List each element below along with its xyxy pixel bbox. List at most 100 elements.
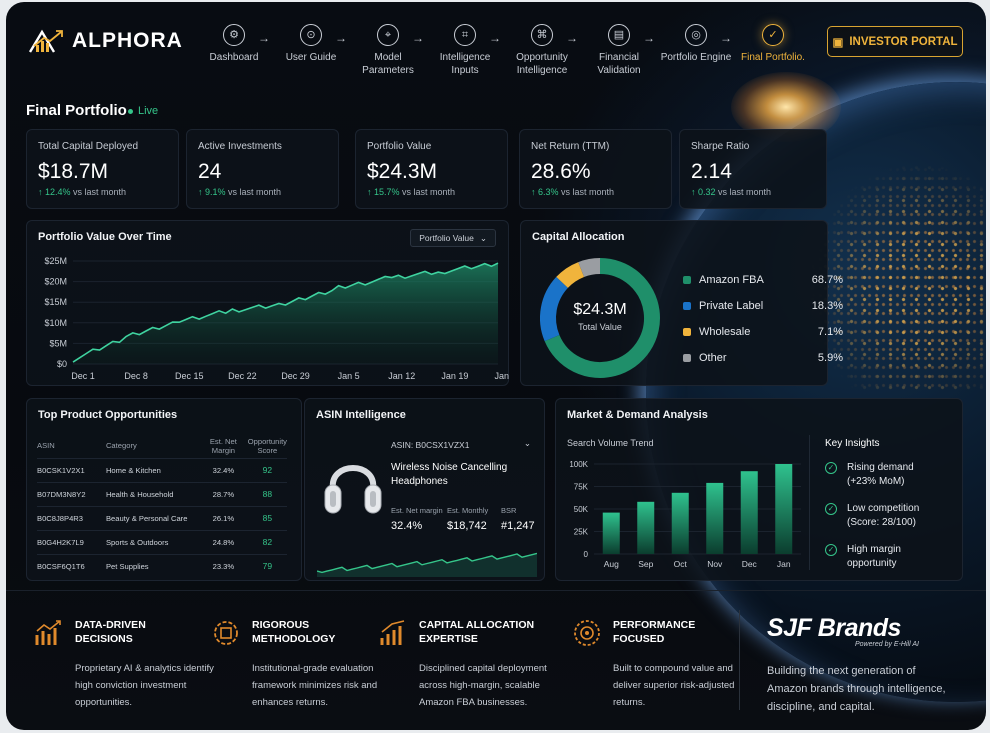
allocation-donut-chart	[540, 258, 660, 378]
divider	[809, 435, 810, 570]
feature-title: CAPITAL ALLOCATION EXPERTISE	[419, 619, 535, 645]
nav-step[interactable]: ✓ Final Portfolio.	[737, 24, 809, 64]
dashboard-icon: ⚙	[223, 24, 245, 46]
table-cell: 85	[247, 505, 287, 530]
opportunity-icon: ⌘	[531, 24, 553, 46]
table-cell: Pet Supplies	[105, 553, 200, 578]
y-tick-label: 50K	[574, 505, 589, 514]
legend-swatch	[683, 276, 691, 285]
insight-item: ✓ Low competition (Score: 28/100)	[825, 502, 945, 530]
y-tick-label: $25M	[44, 256, 67, 266]
table-cell: 24.8%	[199, 529, 248, 554]
asin-selector[interactable]: ASIN: B0CSX1VZX1 ⌄	[391, 438, 531, 450]
nav-step[interactable]: ⌗ Intelligence Inputs	[429, 24, 501, 77]
nav-step-label: Model Parameters	[362, 52, 414, 76]
nav-step-label: Opportunity Intelligence	[516, 52, 568, 76]
kpi-card: Sharpe Ratio 2.14 ↑ 0.32 vs last month	[679, 129, 827, 209]
arrow-right-icon: →	[335, 31, 347, 45]
table-cell: 92	[247, 457, 287, 482]
kpi-label: Active Investments	[198, 141, 282, 152]
table-cell: B0C8J8P4R3	[37, 505, 106, 530]
kpi-card: Net Return (TTM) 28.6% ↑ 6.3% vs last mont…	[519, 129, 672, 209]
feature-title: RIGOROUS METHODOLOGY	[252, 619, 336, 645]
y-tick-label: $5M	[49, 338, 67, 348]
legend-swatch	[683, 302, 691, 311]
bar	[671, 492, 689, 554]
nav-step[interactable]: ◎ Portfolio Engine	[660, 24, 732, 64]
vertical-divider	[739, 610, 740, 710]
investor-portal-button[interactable]: ▣ INVESTOR PORTAL	[827, 26, 963, 57]
table-row[interactable]: B0C8J8P4R3 Beauty & Personal Care 26.1% 85	[37, 505, 287, 530]
metric-dropdown[interactable]: Portfolio Value ⌄	[410, 229, 496, 247]
table-cell: Home & Kitchen	[105, 457, 200, 482]
y-tick-label: 75K	[574, 483, 589, 492]
arrow-right-icon: →	[258, 31, 270, 45]
x-tick-label: Jan 26	[494, 371, 510, 381]
donut-slice	[556, 262, 585, 289]
table-row[interactable]: B0G4H2K7L9 Sports & Outdoors 24.8% 82	[37, 529, 287, 554]
nav-step-label: Financial Validation	[597, 52, 641, 76]
x-tick-label: Jan	[777, 559, 791, 569]
arrow-right-icon: →	[566, 31, 578, 45]
kpi-change: ↑ 6.3% vs last month	[531, 187, 614, 197]
kpi-value: $18.7M	[38, 160, 109, 183]
nav-step[interactable]: ⚙ Dashboard	[198, 24, 270, 64]
nav-step[interactable]: ⌘ Opportunity Intelligence	[506, 24, 578, 77]
x-tick-label: Jan 12	[388, 371, 415, 381]
kpi-value: 28.6%	[531, 160, 591, 183]
app-window: ALPHORA ⚙ Dashboard → ⊙ User Guide → ⌖ Model Pa…	[6, 2, 986, 730]
legend-label: Wholesale	[699, 326, 751, 338]
brand-logo[interactable]: ALPHORA	[28, 28, 183, 54]
legend-item: Wholesale 7.1%	[683, 326, 843, 338]
x-tick-label: Oct	[674, 559, 688, 569]
card-title: ASIN Intelligence	[316, 409, 406, 421]
legend-item: Private Label 18.3%	[683, 300, 843, 312]
feature-description: Proprietary AI & analytics identify high…	[75, 663, 214, 708]
brand-name: ALPHORA	[72, 29, 183, 52]
market-demand-card: Market & Demand Analysis Search Volume T…	[555, 398, 963, 581]
bar	[706, 482, 724, 554]
kpi-change-suffix: vs last month	[402, 187, 456, 197]
capital-allocation-card: Capital Allocation $24.3M Total Value Am…	[520, 220, 843, 386]
arrow-right-icon: →	[720, 31, 732, 45]
allocation-legend: Amazon FBA 68.7% Private Label 18.3% Wholesa…	[683, 274, 843, 374]
table-cell: Health & Household	[105, 481, 200, 506]
bar	[602, 512, 620, 554]
table-row[interactable]: B0CSK1V2X1 Home & Kitchen 32.4% 92	[37, 457, 287, 482]
kpi-change: ↑ 12.4% vs last month	[38, 187, 126, 197]
legend-label: Private Label	[699, 300, 764, 312]
feature-description: Built to compound value and deliver supe…	[613, 663, 735, 708]
table-cell: 82	[247, 529, 287, 554]
card-title: Top Product Opportunities	[38, 409, 178, 421]
column-header: Category	[105, 441, 137, 451]
metric-value: 32.4%	[391, 520, 423, 532]
table-row[interactable]: B0CSF6Q1T6 Pet Supplies 23.3% 79	[37, 553, 287, 578]
y-tick-label: 100K	[569, 460, 588, 469]
legend-item: Other 5.9%	[683, 352, 843, 364]
chevron-down-icon: ⌄	[523, 438, 531, 448]
x-tick-label: Jan 19	[441, 371, 468, 381]
table-cell: Beauty & Personal Care	[105, 505, 200, 530]
validation-icon: ▤	[608, 24, 630, 46]
kpi-change-value: ↑ 12.4%	[38, 187, 71, 197]
kpi-change-suffix: vs last month	[561, 187, 615, 197]
nav-step[interactable]: ⌖ Model Parameters	[352, 24, 424, 77]
table-row[interactable]: B07DM3N8Y2 Health & Household 28.7% 88	[37, 481, 287, 506]
kpi-change: ↑ 15.7% vs last month	[367, 187, 455, 197]
sjf-tagline: Building the next generation of Amazon b…	[767, 665, 946, 713]
table-cell: Sports & Outdoors	[105, 529, 200, 554]
legend-label: Amazon FBA	[699, 274, 764, 286]
series-line	[72, 262, 499, 363]
metric-label: BSR	[501, 506, 517, 515]
metric-label: Est. Monthly	[447, 506, 489, 515]
arrow-right-icon: →	[412, 31, 424, 45]
column-header: Opportunity Score	[247, 436, 287, 455]
x-tick-label: Dec 1	[71, 371, 95, 381]
insight-text: Low competition (Score: 28/100)	[847, 503, 920, 528]
search-volume-chart: 0 25K 50K 75K 100K Aug Sep Oct Nov Dec Jan	[569, 460, 801, 569]
nav-step[interactable]: ⊙ User Guide	[275, 24, 347, 64]
alphora-logo-icon	[28, 29, 63, 53]
nav-step[interactable]: ▤ Financial Validation	[583, 24, 655, 77]
x-tick-label: Dec 15	[175, 371, 204, 381]
card-title: Capital Allocation	[532, 231, 625, 243]
